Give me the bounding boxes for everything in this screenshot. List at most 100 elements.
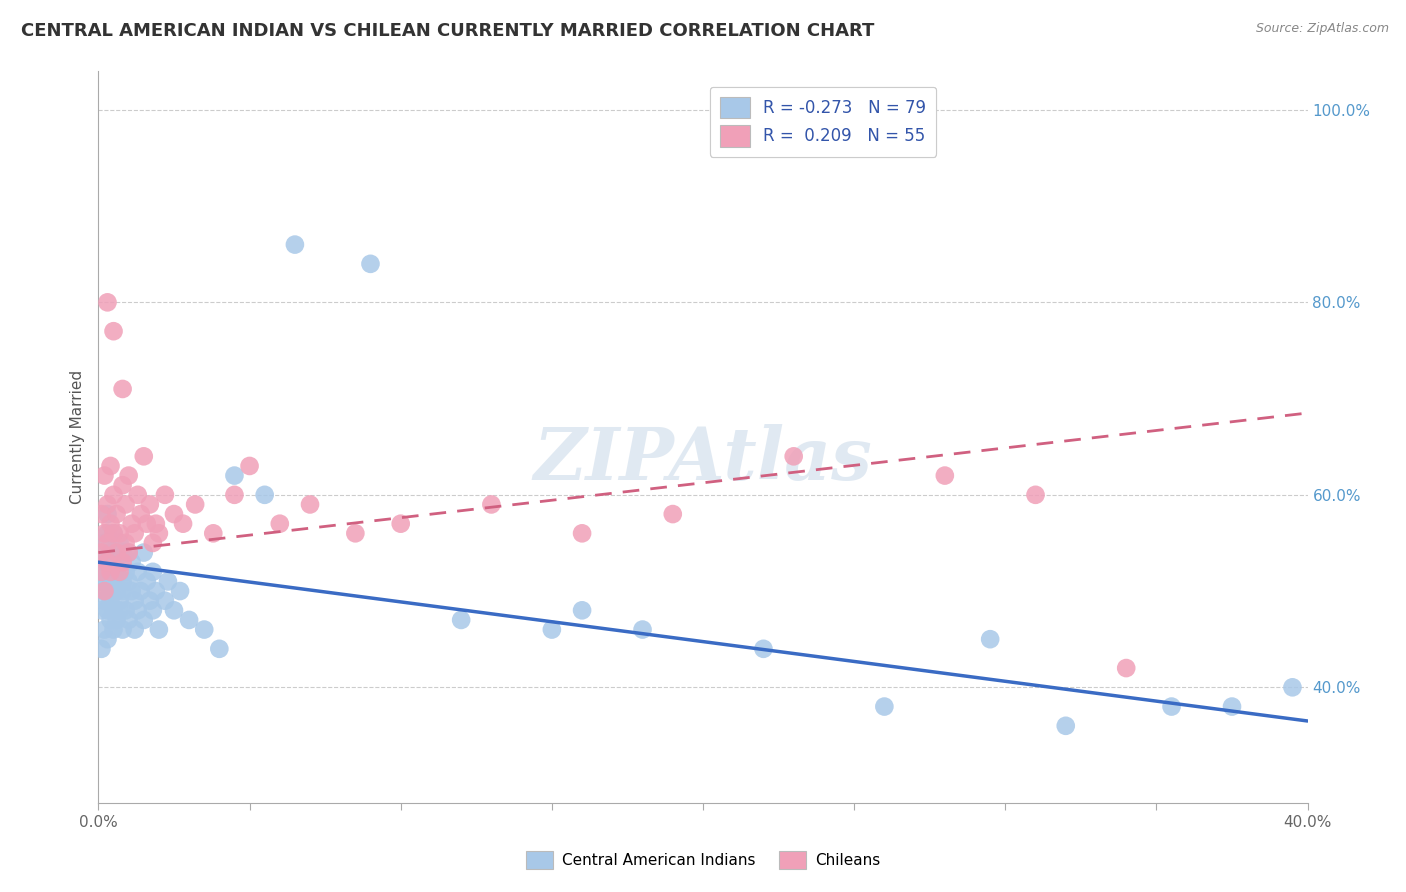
Point (571, 526, 593, 541)
Point (111, 623, 134, 637)
Point (450, 613, 472, 627)
Point (1115, 661, 1137, 675)
Point (153, 488, 176, 502)
Point (783, 450, 806, 464)
Point (148, 623, 170, 637)
Point (103, 488, 125, 502)
Point (121, 584, 143, 599)
Point (1220, 699, 1243, 714)
Point (153, 593, 176, 607)
Point (93, 468, 115, 483)
Point (96, 498, 118, 512)
Point (179, 613, 201, 627)
Point (90, 603, 112, 617)
Point (93, 536, 115, 550)
Point (108, 526, 131, 541)
Point (118, 545, 141, 559)
Point (100, 584, 122, 599)
Point (661, 507, 683, 521)
Point (224, 468, 246, 483)
Point (111, 545, 134, 559)
Point (1024, 488, 1046, 502)
Point (103, 555, 125, 569)
Point (105, 545, 128, 559)
Point (169, 584, 191, 599)
Point (118, 545, 141, 559)
Point (193, 623, 215, 637)
Point (148, 526, 170, 541)
Point (103, 603, 125, 617)
Point (100, 545, 122, 559)
Point (100, 613, 122, 627)
Point (934, 468, 956, 483)
Point (145, 516, 167, 531)
Point (96, 555, 118, 569)
Point (239, 458, 262, 473)
Point (284, 237, 307, 252)
Point (127, 488, 149, 502)
Point (253, 488, 276, 502)
Point (100, 565, 122, 579)
Point (114, 536, 136, 550)
Point (208, 641, 231, 656)
Point (111, 574, 134, 589)
Point (145, 584, 167, 599)
Point (299, 498, 322, 512)
Point (124, 526, 146, 541)
Point (571, 603, 593, 617)
Point (96, 574, 118, 589)
Point (93, 526, 115, 541)
Point (96, 526, 118, 541)
Point (163, 603, 186, 617)
Point (127, 603, 149, 617)
Point (96, 555, 118, 569)
Text: CENTRAL AMERICAN INDIAN VS CHILEAN CURRENTLY MARRIED CORRELATION CHART: CENTRAL AMERICAN INDIAN VS CHILEAN CURRE… (21, 22, 875, 40)
Point (90, 574, 112, 589)
Point (108, 593, 131, 607)
Point (93, 584, 115, 599)
Point (103, 324, 125, 338)
Point (1160, 699, 1182, 714)
Point (139, 498, 162, 512)
Point (108, 555, 131, 569)
Point (90, 507, 112, 521)
Point (118, 468, 141, 483)
Point (156, 574, 179, 589)
Point (142, 603, 165, 617)
Point (135, 516, 157, 531)
Point (114, 565, 136, 579)
Point (90, 565, 112, 579)
Point (631, 623, 654, 637)
Text: ZIPAtlas: ZIPAtlas (534, 424, 872, 494)
Point (752, 641, 775, 656)
Point (118, 613, 141, 627)
Point (111, 584, 134, 599)
Point (103, 526, 125, 541)
Point (96, 603, 118, 617)
Point (132, 450, 155, 464)
Point (269, 516, 291, 531)
Point (1054, 719, 1077, 733)
Point (93, 584, 115, 599)
Point (132, 613, 155, 627)
Point (135, 574, 157, 589)
Point (100, 516, 122, 531)
Point (142, 565, 165, 579)
Y-axis label: Currently Married: Currently Married (69, 370, 84, 504)
Point (481, 498, 503, 512)
Legend: Central American Indians, Chileans: Central American Indians, Chileans (519, 845, 887, 875)
Point (100, 593, 122, 607)
Point (114, 498, 136, 512)
Point (111, 478, 134, 492)
Point (96, 507, 118, 521)
Point (100, 565, 122, 579)
Point (873, 699, 896, 714)
Point (360, 257, 382, 271)
Point (389, 516, 412, 531)
Point (93, 593, 115, 607)
Point (96, 295, 118, 310)
Point (184, 498, 207, 512)
Point (103, 574, 125, 589)
Point (96, 536, 118, 550)
Point (540, 623, 562, 637)
